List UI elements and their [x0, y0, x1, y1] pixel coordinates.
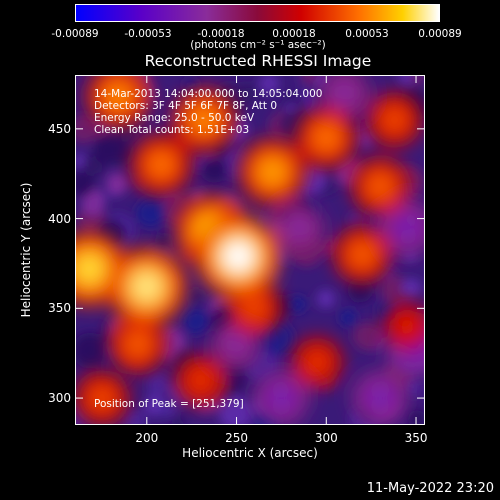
hot-spot	[244, 297, 265, 319]
background-blob	[259, 75, 279, 94]
background-blob	[75, 170, 96, 197]
hot-spot	[259, 159, 286, 185]
y-axis-label: Heliocentric Y (arcsec)	[19, 182, 33, 318]
hot-spot	[91, 387, 113, 409]
background-blob	[188, 288, 203, 303]
background-blob	[405, 379, 423, 397]
background-blob	[183, 308, 209, 334]
colorbar-tick-label: 0.00089	[418, 28, 462, 40]
info-annotation: 14-Mar-2013 14:04:00.000 to 14:05:04.000…	[94, 88, 322, 136]
hot-spot	[190, 370, 211, 390]
background-blob	[410, 75, 425, 84]
hot-spot	[105, 84, 131, 109]
background-blob	[348, 212, 363, 227]
cold-spot	[270, 387, 292, 409]
energy-range-text: Energy Range: 25.0 - 50.0 keV	[94, 112, 255, 124]
hot-spot	[149, 153, 173, 177]
detectors-text: Detectors: 3F 4F 5F 6F 7F 8F, Att 0	[94, 100, 278, 112]
background-blob	[144, 395, 165, 417]
background-blob	[347, 277, 373, 303]
background-blob	[184, 77, 198, 92]
background-blob	[289, 295, 307, 313]
background-blob	[155, 237, 169, 251]
background-blob	[218, 396, 252, 425]
x-tick-label: 300	[314, 431, 338, 445]
hot-spot	[192, 107, 217, 133]
hot-spot	[397, 316, 417, 336]
hot-spot	[222, 240, 255, 273]
hot-spot	[307, 352, 328, 373]
background-blob	[117, 124, 137, 143]
colorbar-gradient	[76, 5, 439, 21]
hot-spot	[314, 126, 338, 150]
colorbar-tick-label: -0.00053	[124, 28, 172, 40]
x-axis-label: Heliocentric X (arcsec)	[182, 446, 318, 460]
colorbar	[75, 4, 440, 22]
hot-spot	[75, 254, 104, 284]
colorbar-ticks: -0.00089 -0.00053 -0.00018 0.00018 0.000…	[0, 28, 500, 42]
background-blob	[401, 278, 422, 299]
colorbar-tick-label: -0.00089	[51, 28, 99, 40]
cold-spot	[290, 218, 309, 238]
hot-spot	[384, 109, 405, 131]
colorbar-tick-label: -0.00018	[197, 28, 245, 40]
colorbar-unit: (photons cm⁻² s⁻¹ asec⁻²)	[190, 39, 326, 51]
cold-spot	[334, 83, 354, 103]
colorbar-tick-label: 0.00053	[345, 28, 389, 40]
y-tick-label: 450	[48, 121, 71, 136]
y-tick-label: 300	[48, 391, 71, 406]
hot-spot	[351, 243, 374, 266]
x-tick-label: 250	[225, 431, 248, 445]
background-blob	[316, 289, 336, 308]
background-blob	[300, 75, 318, 85]
method-text: Clean Total counts: 1.51E+03	[94, 124, 250, 136]
cold-spot	[227, 334, 246, 354]
background-blob	[75, 332, 108, 369]
background-blob	[146, 372, 171, 396]
time-range-text: 14-Mar-2013 14:04:00.000 to 14:05:04.000	[94, 88, 323, 100]
cold-spot	[369, 387, 391, 409]
x-tick-label: 350	[404, 431, 428, 445]
plot-frame	[75, 75, 425, 425]
cold-spot	[396, 217, 418, 239]
background-blob	[171, 418, 185, 425]
heatmap-image	[75, 75, 425, 425]
background-blob	[353, 322, 382, 351]
background-blob	[123, 408, 146, 425]
background-blob	[105, 172, 129, 195]
background-blob	[339, 309, 357, 326]
background-blob	[136, 198, 165, 227]
plot-area	[75, 75, 425, 425]
hot-spot	[131, 271, 162, 302]
colorbar-tick-label: 0.00018	[272, 28, 316, 40]
background-blob	[75, 114, 98, 144]
y-tick-label: 400	[48, 211, 71, 226]
hot-spot	[369, 175, 392, 198]
background-blob	[201, 156, 228, 183]
chart-title: Reconstructed RHESSI Image	[144, 52, 372, 70]
x-tick-label: 200	[135, 431, 159, 445]
hot-spot	[126, 333, 149, 356]
y-tick-label: 350	[48, 301, 71, 316]
timestamp: 11-May-2022 23:20	[366, 481, 494, 496]
peak-position-text: Position of Peak = [251,379]	[94, 398, 244, 410]
background-blob	[93, 133, 125, 165]
